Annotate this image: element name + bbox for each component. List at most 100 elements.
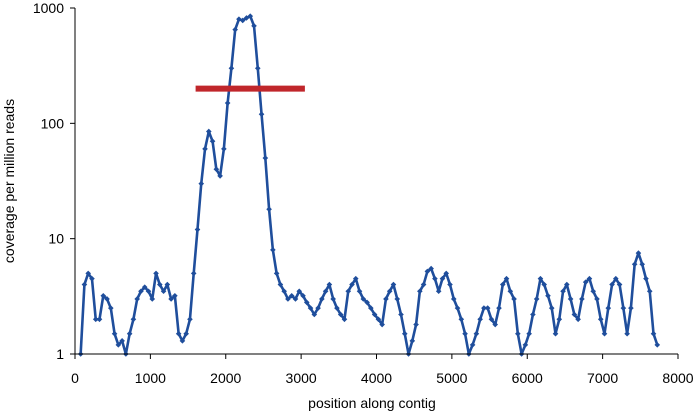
coverage-data-point [560, 288, 566, 295]
axes [70, 7, 679, 359]
coverage-data-point [330, 296, 336, 302]
coverage-data-point [221, 146, 227, 152]
coverage-data-point [496, 305, 502, 311]
coverage-data-point [605, 305, 612, 311]
coverage-data-point [424, 268, 431, 275]
coverage-data-point [371, 311, 378, 318]
coverage-data-point [450, 296, 457, 302]
coverage-data-point [507, 288, 514, 295]
coverage-data-point [266, 206, 272, 213]
coverage-data-point [654, 342, 661, 348]
coverage-data-point [273, 270, 280, 277]
coverage-data-point [526, 330, 532, 337]
coverage-data-point [477, 316, 483, 323]
coverage-data-point [394, 296, 401, 302]
coverage-data-point [349, 281, 355, 288]
plot-area [77, 13, 661, 357]
x-tick-label: 8000 [662, 370, 693, 386]
coverage-data-point [111, 330, 118, 337]
coverage-data-point [375, 316, 382, 323]
coverage-data-point [473, 330, 480, 337]
coverage-data-point [228, 65, 235, 72]
coverage-data-point [236, 16, 242, 22]
coverage-data-point [341, 316, 348, 323]
coverage-data-point [164, 281, 171, 288]
coverage-data-point [337, 311, 344, 318]
x-tick-label: 0 [71, 370, 79, 386]
coverage-data-point [243, 15, 250, 21]
coverage-data-point [616, 281, 623, 288]
coverage-data-point [213, 166, 220, 173]
coverage-data-point [307, 305, 314, 311]
coverage-data-point [628, 305, 634, 311]
coverage-data-point [319, 296, 325, 302]
coverage-data-point [262, 155, 269, 161]
coverage-data-point [488, 316, 495, 323]
coverage-data-point [454, 305, 461, 311]
coverage-data-point [545, 292, 551, 299]
coverage-data-point [104, 296, 110, 302]
coverage-data-point [96, 316, 103, 323]
coverage-data-point [579, 296, 585, 302]
coverage-data-point [597, 316, 604, 323]
coverage-data-point [156, 281, 163, 288]
coverage-data-point [160, 288, 167, 295]
coverage-data-point [224, 100, 231, 106]
coverage-data-point [556, 316, 563, 323]
coverage-data-point [296, 288, 303, 295]
coverage-data-point [443, 270, 450, 277]
coverage-data-point [511, 296, 517, 302]
coverage-data-point [322, 288, 329, 295]
coverage-data-point [609, 281, 615, 288]
coverage-data-point [190, 270, 197, 277]
coverage-data-point [149, 296, 156, 302]
coverage-data-point [646, 288, 653, 295]
coverage-series-line [79, 14, 659, 356]
coverage-data-point [232, 26, 238, 33]
coverage-data-point [481, 305, 487, 311]
y-tick-labels: 1 10 100 1000 [33, 0, 64, 362]
y-tick-label: 10 [48, 231, 64, 247]
coverage-data-point [624, 330, 630, 337]
coverage-data-point [398, 311, 404, 318]
coverage-data-point [153, 270, 159, 277]
coverage-data-point [179, 338, 186, 344]
coverage-data-point [541, 281, 548, 288]
x-tick-label: 1000 [135, 370, 166, 386]
coverage-data-point [620, 305, 627, 311]
coverage-data-point [251, 23, 257, 29]
coverage-data-point [601, 330, 608, 337]
coverage-data-point [89, 275, 95, 282]
coverage-data-point [145, 288, 152, 295]
coverage-data-point [326, 281, 333, 288]
coverage-data-point [115, 342, 122, 348]
coverage-data-point [368, 305, 374, 311]
coverage-data-point [390, 281, 397, 288]
coverage-data-point [247, 13, 254, 19]
coverage-data-point [386, 288, 393, 295]
coverage-data-point [533, 296, 540, 302]
coverage-data-point [130, 316, 137, 323]
coverage-data-point [586, 275, 593, 282]
coverage-data-point [552, 330, 559, 337]
coverage-data-point [288, 292, 295, 299]
coverage-data-point [85, 270, 91, 277]
coverage-data-point [360, 296, 367, 302]
coverage-data-point [515, 330, 521, 337]
coverage-data-point [281, 288, 287, 295]
coverage-data-point [183, 330, 189, 337]
coverage-data-point [141, 284, 148, 290]
coverage-data-point [108, 305, 114, 311]
coverage-data-point [187, 316, 193, 323]
coverage-data-point [582, 279, 589, 285]
coverage-data-point [364, 299, 370, 306]
x-tick-label: 4000 [361, 370, 392, 386]
coverage-data-point [352, 275, 359, 282]
coverage-data-point [594, 296, 600, 302]
coverage-data-point [639, 261, 645, 268]
coverage-data-point [315, 305, 321, 311]
coverage-data-point [522, 342, 529, 348]
coverage-data-point [420, 281, 427, 288]
coverage-data-point [439, 275, 446, 282]
